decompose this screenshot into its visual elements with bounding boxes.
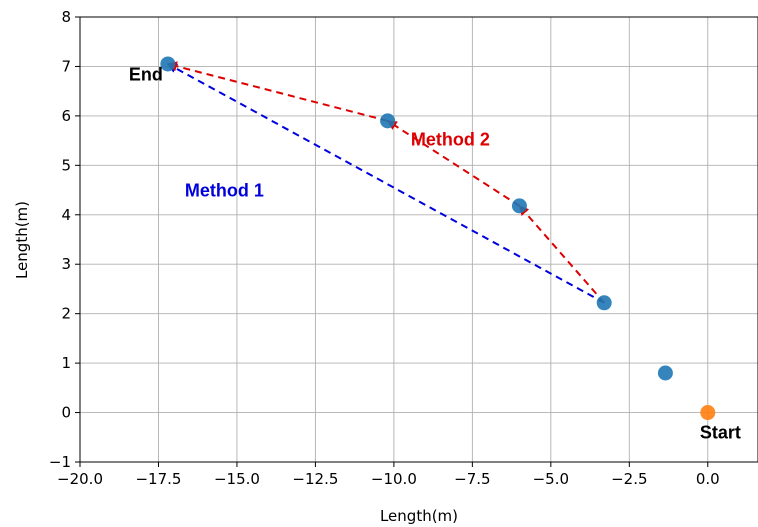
y-tick-label: 8 <box>61 8 71 26</box>
y-axis-label: Length(m) <box>13 201 31 279</box>
x-tick-label: 0.0 <box>696 470 720 488</box>
y-tick-label: 1 <box>61 354 71 372</box>
annotation-start: Start <box>700 422 741 442</box>
x-tick-label: −17.5 <box>135 470 181 488</box>
data-point <box>160 56 176 72</box>
y-axis-ticks: −1 0 1 2 3 4 5 6 7 8 <box>49 8 80 471</box>
x-tick-label: −7.5 <box>454 470 490 488</box>
method-paths <box>166 61 605 304</box>
y-tick-label: 2 <box>61 305 71 323</box>
x-tick-label: −20.0 <box>57 470 103 488</box>
data-points <box>160 56 716 421</box>
x-tick-label: −2.5 <box>611 470 647 488</box>
x-tick-label: −15.0 <box>214 470 260 488</box>
x-axis-ticks: −20.0 −17.5 −15.0 −12.5 −10.0 −7.5 −5.0 −2.5 0.0 <box>57 462 720 488</box>
path-segment-method-2 <box>518 205 605 304</box>
y-tick-label: 3 <box>61 255 71 273</box>
path-segment-method-2 <box>386 119 520 207</box>
y-tick-label: −1 <box>49 453 71 471</box>
x-tick-label: −5.0 <box>533 470 569 488</box>
annotation-end: End <box>129 64 163 84</box>
data-point <box>511 198 527 214</box>
plot-background <box>80 17 758 462</box>
data-point <box>657 365 673 381</box>
y-tick-label: 6 <box>61 107 71 125</box>
y-tick-label: 5 <box>61 156 71 174</box>
path-segment-method-1 <box>167 63 605 304</box>
y-tick-label: 4 <box>61 206 71 224</box>
annotation-method-2: Method 2 <box>411 130 490 150</box>
plot-frame <box>79 16 758 463</box>
path-segment-method-2 <box>166 61 388 122</box>
data-point <box>380 113 396 129</box>
data-point <box>700 405 716 421</box>
x-tick-label: −10.0 <box>371 470 417 488</box>
data-point <box>596 295 612 311</box>
x-axis-label: Length(m) <box>380 507 458 525</box>
y-tick-label: 7 <box>61 57 71 75</box>
x-tick-label: −12.5 <box>292 470 338 488</box>
grid-lines <box>79 16 758 463</box>
annotations: End Start Method 1 Method 2 <box>129 64 741 442</box>
y-tick-label: 0 <box>61 404 71 422</box>
annotation-method-1: Method 1 <box>185 180 264 200</box>
